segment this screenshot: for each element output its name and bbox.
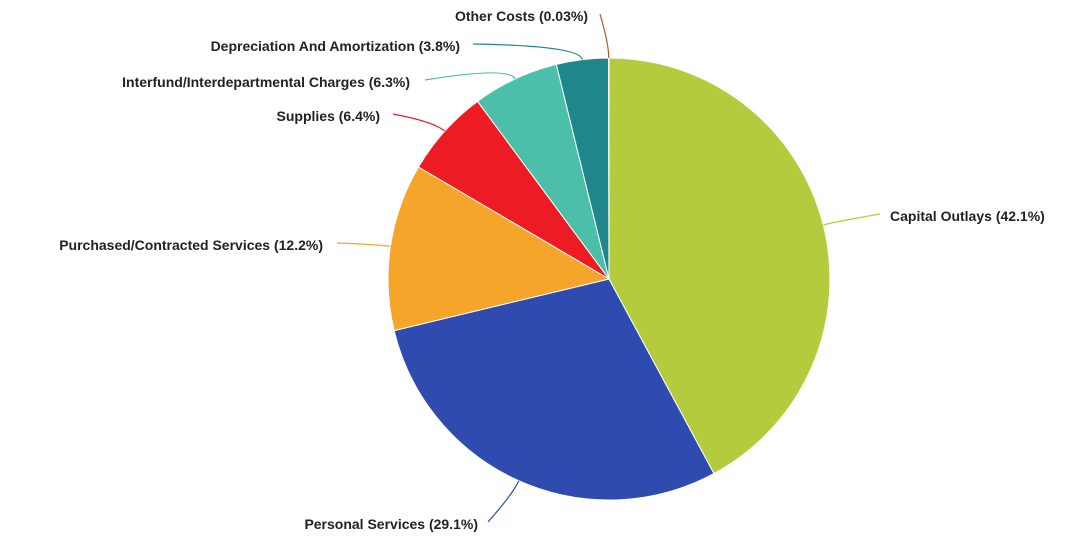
- slice-value: (6.3%): [369, 74, 410, 90]
- slice-name: Capital Outlays: [890, 208, 992, 224]
- slice-name: Other Costs: [455, 8, 535, 24]
- leader-line: [823, 213, 881, 226]
- slice-name: Purchased/Contracted Services: [59, 237, 270, 253]
- slice-name: Personal Services: [304, 516, 425, 532]
- pie-slice: [393, 278, 715, 501]
- slice-label: Purchased/Contracted Services (12.2%): [59, 237, 323, 253]
- slice-value: (29.1%): [429, 516, 478, 532]
- leader-line: [472, 43, 583, 60]
- slice-label: Personal Services (29.1%): [304, 516, 478, 532]
- leader-line: [336, 242, 391, 248]
- slice-name: Supplies: [277, 108, 336, 124]
- leader-line: [424, 72, 516, 81]
- slice-label: Depreciation And Amortization (3.8%): [211, 38, 460, 54]
- slice-label: Other Costs (0.03%): [455, 8, 588, 24]
- leader-line: [599, 13, 610, 59]
- slice-value: (42.1%): [996, 208, 1045, 224]
- leader-line: [392, 113, 446, 132]
- slice-label: Capital Outlays (42.1%): [890, 208, 1045, 224]
- slice-name: Interfund/Interdepartmental Charges: [122, 74, 365, 90]
- slice-label: Supplies (6.4%): [277, 108, 380, 124]
- slice-name: Depreciation And Amortization: [211, 38, 415, 54]
- slice-value: (0.03%): [539, 8, 588, 24]
- slice-value: (6.4%): [339, 108, 380, 124]
- leader-line: [487, 480, 520, 523]
- slice-label: Interfund/Interdepartmental Charges (6.3…: [122, 74, 410, 90]
- slice-value: (12.2%): [274, 237, 323, 253]
- pie-slice: [387, 166, 611, 332]
- slice-value: (3.8%): [419, 38, 460, 54]
